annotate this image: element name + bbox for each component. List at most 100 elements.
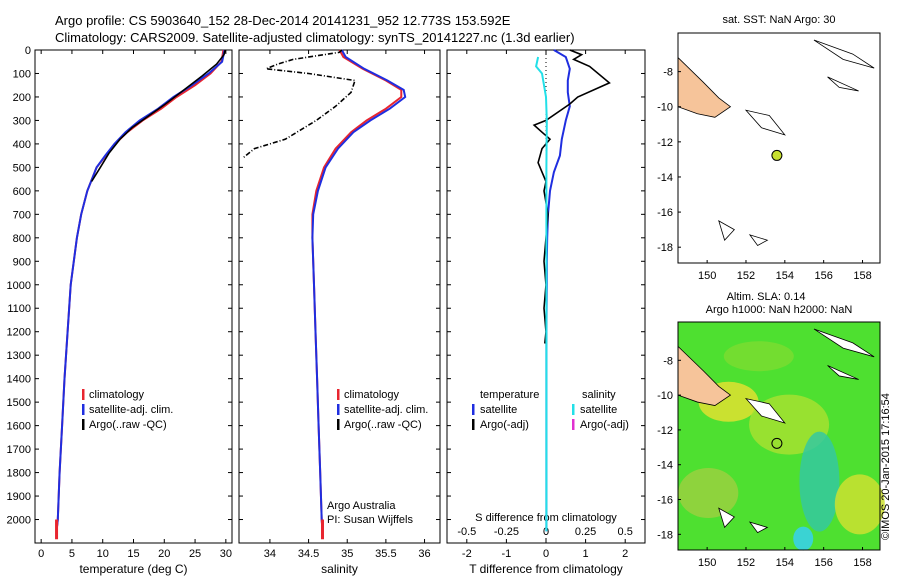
y-tick-label: 100: [13, 68, 31, 80]
x-tick-label: 34.5: [298, 548, 319, 560]
legend-swatch: [82, 419, 85, 430]
map-lat-label: -16: [657, 495, 673, 507]
legend-label: climatology: [344, 389, 400, 401]
map-frame: [677, 321, 881, 551]
x-tick-label: 2: [622, 548, 628, 560]
y-tick-label: 1100: [7, 303, 31, 315]
island-outline: [744, 397, 786, 424]
x-axis-label: salinity: [321, 562, 358, 576]
series-s-satellite: [535, 56, 548, 532]
island-outline: [827, 76, 859, 92]
legend-label: satellite: [580, 404, 617, 416]
legend-label: satellite-adj. clim.: [89, 404, 173, 416]
imos-credit: ©IMOS 20-Jan-2015 17:16:54: [880, 393, 892, 540]
legend-label: climatology: [89, 389, 145, 401]
plot-frame-temperature: [34, 49, 233, 544]
y-tick-label: 1300: [7, 350, 31, 362]
top-x-tick-label: -0.25: [494, 526, 519, 538]
y-tick-label: 1700: [7, 444, 31, 456]
series-argo-raw-qc-: [90, 49, 226, 182]
x-tick-label: 34: [264, 548, 276, 560]
island-outline: [744, 109, 786, 136]
series-climatology: [311, 49, 403, 532]
y-tick-label: 1800: [7, 468, 31, 480]
x-axis-label: temperature (deg C): [79, 562, 187, 576]
legend-swatch: [337, 419, 340, 430]
x-tick-label: 5: [69, 548, 75, 560]
map-frame: [677, 32, 881, 264]
map-lon-label: 156: [814, 557, 832, 569]
y-tick-label: 300: [13, 115, 31, 127]
x-tick-label: 0: [543, 548, 549, 560]
legend-label: Argo(..raw -QC): [344, 419, 422, 431]
x-tick-label: 30: [220, 548, 232, 560]
x-tick-label: 10: [97, 548, 109, 560]
new-guinea-land: [677, 345, 732, 406]
y-tick-label: 600: [13, 186, 31, 198]
x-tick-label: 15: [127, 548, 139, 560]
legend-swatch: [572, 419, 575, 430]
legend-label: Argo(..raw -QC): [89, 419, 167, 431]
map-lon-label: 150: [698, 557, 716, 569]
clim-bottom-marker: [320, 519, 324, 540]
sla-patch: [793, 526, 814, 551]
legend-swatch: [472, 404, 475, 415]
island-outline: [748, 521, 769, 534]
series-argo-raw-qc-: [242, 49, 357, 159]
argo-position-marker: [771, 437, 783, 449]
map-title: sat. SST: NaN Argo: 30: [722, 14, 835, 26]
y-tick-label: 800: [13, 233, 31, 245]
x-axis-label: T difference from climatology: [469, 562, 623, 576]
top-x-tick-label: 0.25: [575, 526, 596, 538]
y-tick-label: 1200: [7, 327, 31, 339]
y-tick-label: 0: [25, 45, 31, 57]
y-tick-label: 200: [13, 92, 31, 104]
sla-patch: [799, 431, 840, 532]
y-tick-label: 1600: [7, 421, 31, 433]
panel-footer-text: PI: Susan Wijffels: [327, 514, 413, 526]
map-lon-label: 152: [737, 557, 755, 569]
y-tick-label: 400: [13, 139, 31, 151]
y-tick-label: 1500: [7, 397, 31, 409]
y-tick-label: 500: [13, 162, 31, 174]
island-outline: [827, 365, 859, 380]
clim-bottom-marker: [55, 519, 59, 540]
profile-title: Argo profile: CS 5903640_152 28-Dec-2014…: [55, 13, 511, 28]
top-x-tick-label: 0.5: [618, 526, 633, 538]
map-lat-label: -14: [657, 460, 673, 472]
legend-swatch: [572, 404, 575, 415]
series-t-satellite: [545, 49, 571, 532]
map-lat-label: -10: [657, 102, 673, 114]
y-tick-label: 1000: [7, 280, 31, 292]
sla-patch: [723, 341, 794, 372]
map-lon-label: 154: [776, 270, 794, 282]
legend-label: Argo(-adj): [480, 419, 529, 431]
map-lat-label: -12: [657, 425, 673, 437]
island-outline: [748, 234, 769, 246]
legend-title: salinity: [582, 389, 616, 401]
map-lat-label: -12: [657, 137, 673, 149]
island-outline: [813, 328, 875, 358]
map-lat-label: -18: [657, 529, 673, 541]
legend-swatch: [337, 404, 340, 415]
top-x-tick-label: -0.5: [457, 526, 476, 538]
map-lon-label: 158: [853, 557, 871, 569]
x-tick-label: 36: [418, 548, 430, 560]
x-tick-label: -2: [462, 548, 472, 560]
legend-title: temperature: [480, 389, 539, 401]
legend-label: satellite: [480, 404, 517, 416]
sla-patch: [834, 474, 885, 535]
legend-swatch: [472, 419, 475, 430]
x-tick-label: 0: [38, 548, 44, 560]
x-tick-label: 1: [583, 548, 589, 560]
map-lon-label: 158: [853, 270, 871, 282]
map-lon-label: 150: [698, 270, 716, 282]
y-tick-label: 1900: [7, 491, 31, 503]
map-lat-label: -16: [657, 207, 673, 219]
map-lon-label: 154: [776, 557, 794, 569]
legend-swatch: [82, 389, 85, 400]
series-t-argo: [532, 49, 611, 344]
argo-position-marker: [771, 149, 783, 161]
x-tick-label: 25: [189, 548, 201, 560]
sla-patch: [678, 468, 739, 518]
